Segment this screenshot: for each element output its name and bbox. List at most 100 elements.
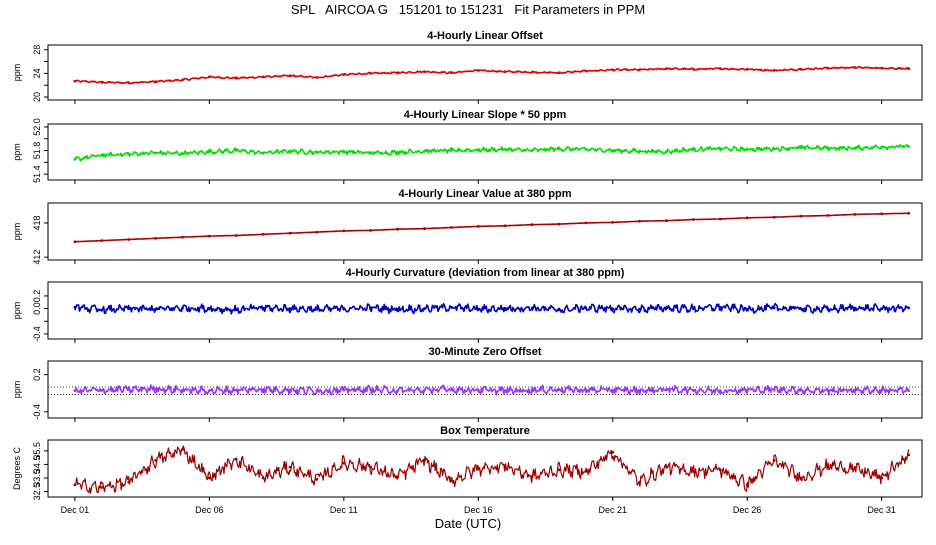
- y-tick-label: 32.5: [32, 483, 42, 501]
- data-point: [880, 212, 884, 216]
- data-point: [181, 306, 184, 310]
- data-point: [288, 149, 292, 153]
- data-point: [611, 149, 615, 152]
- data-point: [181, 152, 184, 155]
- data-point: [100, 239, 104, 243]
- data-point: [476, 388, 480, 392]
- data-point: [799, 307, 803, 310]
- data-point: [530, 223, 534, 227]
- data-point: [423, 227, 426, 231]
- data-point: [557, 222, 561, 226]
- data-point: [342, 307, 346, 310]
- data-point: [154, 80, 158, 84]
- data-point: [772, 306, 776, 310]
- data-point: [665, 150, 668, 154]
- data-point: [261, 232, 265, 236]
- panel-2: 4-Hourly Linear Slope * 50 ppm 51.4 51.8 52…: [12, 109, 923, 184]
- data-point: [584, 306, 588, 310]
- panel-4: 4-Hourly Curvature (deviation from linea…: [12, 267, 923, 343]
- data-point: [423, 388, 426, 392]
- data-point: [718, 67, 722, 71]
- data-point: [423, 70, 426, 73]
- data-point: [450, 388, 453, 391]
- panel-title: Box Temperature: [440, 425, 530, 437]
- data-point: [396, 307, 399, 311]
- data-point: [73, 240, 77, 244]
- data-point: [208, 476, 211, 480]
- data-point: [288, 388, 292, 392]
- data-point: [557, 388, 561, 391]
- data-point: [584, 388, 588, 392]
- data-point: [261, 476, 265, 480]
- data-point: [745, 216, 749, 220]
- data-point: [154, 387, 158, 391]
- panel-title: 4-Hourly Linear Offset: [427, 30, 543, 42]
- data-point: [718, 217, 722, 221]
- data-point: [745, 483, 749, 487]
- data-point: [234, 308, 238, 312]
- data-point: [638, 68, 641, 72]
- data-point: [745, 147, 749, 151]
- data-point: [476, 148, 480, 152]
- data-point: [853, 306, 857, 310]
- data-point: [718, 468, 722, 472]
- series-line: [74, 384, 910, 396]
- y-tick-label: -0.4: [32, 326, 42, 342]
- panel-frame: [47, 202, 923, 261]
- series-line: [74, 144, 910, 162]
- data-point: [907, 306, 910, 310]
- data-point: [611, 221, 615, 224]
- data-point: [557, 71, 561, 75]
- data-point: [73, 389, 77, 393]
- data-point: [315, 478, 319, 481]
- data-point: [181, 235, 184, 239]
- data-point: [288, 465, 292, 469]
- y-tick-label: -0.4: [32, 404, 42, 420]
- data-point: [584, 221, 588, 225]
- data-point: [638, 307, 641, 311]
- data-point: [665, 67, 668, 71]
- data-point: [208, 389, 211, 393]
- data-point: [880, 476, 884, 480]
- y-tick-label: 34.5: [32, 456, 42, 474]
- series-line: [74, 212, 909, 243]
- data-point: [315, 389, 319, 393]
- y-tick-label: 24: [32, 68, 42, 78]
- data-point: [584, 69, 588, 73]
- panel-3: 4-Hourly Linear Value at 380 ppm 412 418 pp…: [12, 188, 923, 265]
- data-point: [611, 450, 615, 454]
- data-point: [772, 215, 776, 219]
- data-point: [234, 457, 238, 461]
- data-point: [853, 388, 857, 392]
- y-axis-label: Degrees C: [12, 446, 22, 490]
- data-point: [557, 147, 561, 151]
- data-point: [315, 230, 319, 234]
- data-point: [718, 305, 722, 309]
- data-point: [288, 231, 292, 235]
- panel-frame: [47, 123, 923, 181]
- data-point: [450, 71, 453, 75]
- y-tick-label: 28: [32, 45, 42, 55]
- data-point: [907, 453, 910, 457]
- panel-title: 4-Hourly Linear Value at 380 ppm: [398, 188, 571, 200]
- data-point: [692, 218, 695, 221]
- data-point: [880, 388, 884, 392]
- data-point: [476, 69, 480, 72]
- x-tick-label: Dec 06: [195, 505, 224, 515]
- data-point: [100, 308, 104, 312]
- data-point: [100, 388, 104, 392]
- main-title: SPL AIRCOA G 151201 to 151231 Fit Parame…: [290, 2, 646, 17]
- panel-title: 4-Hourly Linear Slope * 50 ppm: [404, 109, 567, 121]
- data-point: [369, 151, 373, 155]
- y-axis-label: ppm: [12, 381, 22, 399]
- data-point: [503, 224, 507, 228]
- data-point: [288, 74, 292, 78]
- data-point: [208, 75, 211, 79]
- data-point: [127, 480, 131, 484]
- data-point: [503, 464, 507, 468]
- data-point: [880, 307, 884, 310]
- data-point: [476, 467, 480, 470]
- data-point: [584, 147, 588, 151]
- data-point: [853, 467, 857, 470]
- data-point: [530, 475, 534, 478]
